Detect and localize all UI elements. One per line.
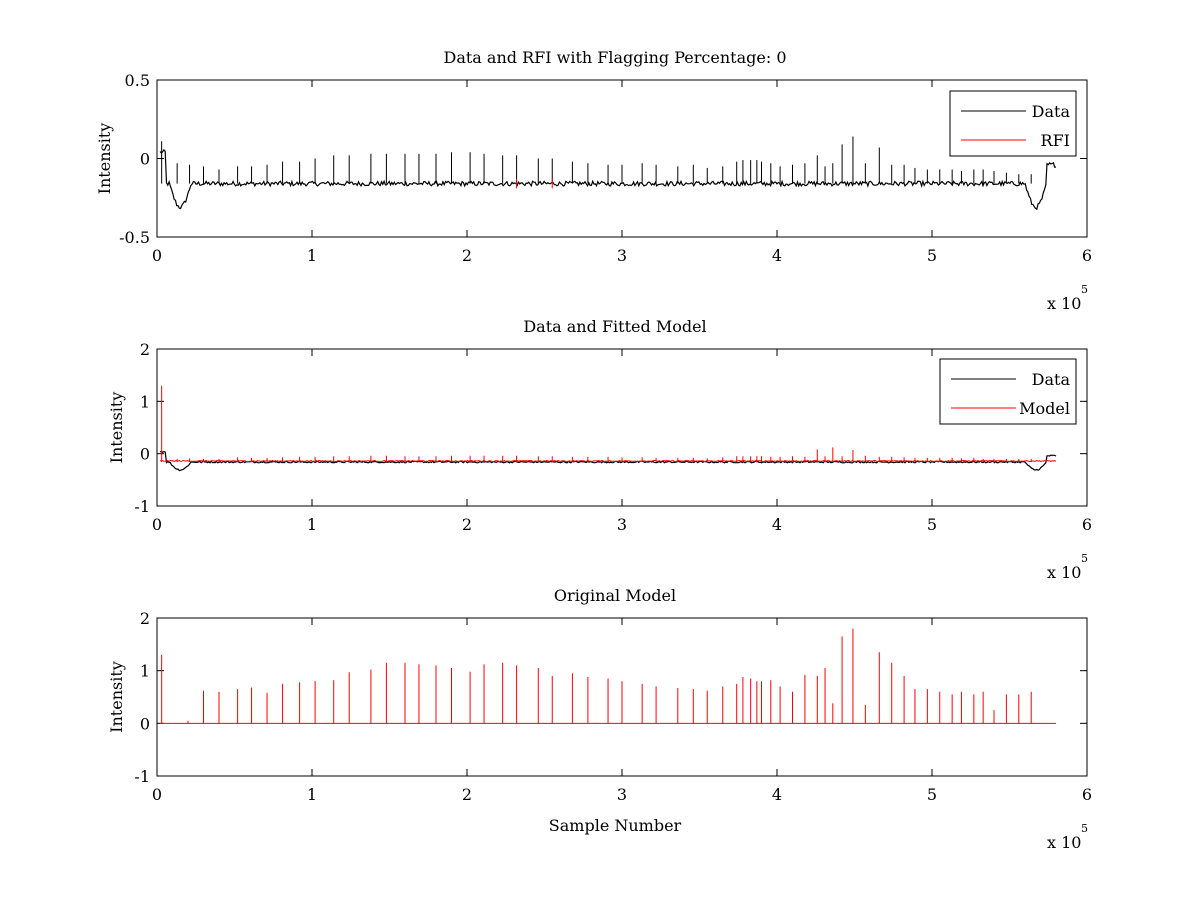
chart-title: Data and Fitted Model	[523, 317, 706, 336]
x-tick-label: 6	[1082, 515, 1092, 534]
plot-area	[156, 79, 1088, 238]
x-tick-label: 5	[927, 785, 937, 804]
x-tick-label: 6	[1082, 785, 1092, 804]
legend-label: Data	[1032, 370, 1071, 389]
y-tick-label: 0	[140, 150, 150, 169]
y-tick-label: 0.5	[125, 71, 150, 90]
x-tick-label: 3	[617, 246, 627, 265]
legend-label: Model	[1019, 399, 1070, 418]
chart-title: Original Model	[554, 586, 676, 605]
y-axis-label: Intensity	[107, 392, 126, 464]
x-tick-label: 3	[617, 515, 627, 534]
x-multiplier-label: x 10	[1047, 294, 1081, 313]
y-axis-label: Intensity	[95, 123, 114, 195]
y-tick-label: 1	[140, 662, 150, 681]
x-axis-label: Sample Number	[549, 816, 682, 835]
legend-label: Data	[1032, 102, 1071, 121]
x-multiplier-exponent: 5	[1081, 822, 1088, 835]
x-tick-label: 0	[152, 515, 162, 534]
y-tick-label: 0	[140, 714, 150, 733]
y-axis-label: Intensity	[107, 661, 126, 733]
x-multiplier-label: x 10	[1047, 833, 1081, 852]
y-tick-label: 2	[140, 609, 150, 628]
x-tick-label: 1	[307, 785, 317, 804]
x-tick-label: 3	[617, 785, 627, 804]
y-tick-label: 1	[140, 392, 150, 411]
legend-box	[949, 90, 1077, 157]
y-tick-label: 0	[140, 445, 150, 464]
x-tick-label: 5	[927, 515, 937, 534]
x-multiplier-label: x 10	[1047, 563, 1081, 582]
legend-box	[939, 358, 1077, 425]
x-multiplier-exponent: 5	[1081, 552, 1088, 565]
y-tick-label: -1	[134, 767, 150, 786]
y-tick-label: 2	[140, 340, 150, 359]
x-tick-label: 2	[462, 515, 472, 534]
x-tick-label: 5	[927, 246, 937, 265]
x-tick-label: 0	[152, 785, 162, 804]
x-tick-label: 4	[772, 515, 782, 534]
y-tick-label: -1	[134, 497, 150, 516]
x-tick-label: 0	[152, 246, 162, 265]
x-tick-label: 4	[772, 246, 782, 265]
legend-label: RFI	[1041, 131, 1070, 150]
x-tick-label: 2	[462, 246, 472, 265]
x-multiplier-exponent: 5	[1081, 283, 1088, 296]
x-tick-label: 1	[307, 515, 317, 534]
x-tick-label: 6	[1082, 246, 1092, 265]
chart-title: Data and RFI with Flagging Percentage: 0	[443, 48, 786, 67]
x-tick-label: 2	[462, 785, 472, 804]
x-tick-label: 1	[307, 246, 317, 265]
x-tick-label: 4	[772, 785, 782, 804]
y-tick-label: -0.5	[119, 228, 150, 247]
